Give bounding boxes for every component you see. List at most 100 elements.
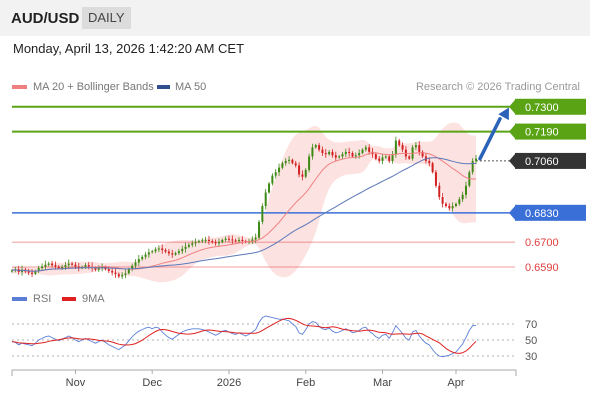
level-0-7190-tag-pointer [509,123,516,140]
level-0-7300-tag-pointer [509,98,516,115]
x-tick-label-0: Nov [66,377,86,389]
x-tick-label-1: Dec [142,377,162,389]
candle-body [137,259,140,263]
candle-body [278,167,281,173]
candle-body [194,242,197,244]
candle-body [34,271,37,274]
candle-body [341,154,344,157]
rsi-tick-30: 30 [525,351,537,363]
candle-body [331,151,334,156]
candle-body [461,194,464,200]
candle-body [144,254,147,257]
candle-body [197,241,200,243]
rsi-panel: 70 50 30 [11,315,537,363]
ma20-line [11,152,476,272]
candle-body [388,156,391,161]
chart-header: AUD/USD DAILY [0,0,590,36]
candle-body [438,185,441,198]
x-axis: Nov Dec 2026 Feb Mar Apr [11,369,517,389]
candle-body [311,147,314,157]
rsi-tick-50: 50 [525,335,537,347]
candle-body [161,248,164,251]
candle-body [217,242,220,244]
candle-body [368,147,371,152]
candle-body [134,262,137,266]
candle-body [464,185,467,195]
candle-body [451,206,454,209]
level-0-7060-tag [515,152,586,169]
price-tags: 0.7300 0.7190 0.7060 0.6830 0.6700 0.6590 [509,98,586,274]
bollinger-bands [12,122,476,283]
candle-body [324,153,327,155]
candle-body [37,268,40,272]
x-tick-label-5: Apr [447,377,464,389]
candle-body [57,266,60,269]
candle-body [444,203,447,207]
candle-body [184,246,187,249]
candle-body [171,253,174,255]
candle-body [314,145,317,148]
candle-body [414,145,417,148]
candle-body [334,155,337,158]
candle-body [124,273,127,275]
candle-body [474,158,478,161]
candle-body [204,239,207,241]
source-credit: Research © 2026 Trading Central [416,81,580,93]
candle-body [378,158,381,161]
candle-body [31,272,34,274]
candle-body [147,252,150,255]
bollinger-band-area [12,122,476,283]
candle-body [251,239,254,242]
candle-body [221,239,224,243]
candle-body [384,156,387,158]
candle-body [328,151,331,155]
candle-body [44,264,47,267]
candle-body [318,145,321,150]
candle-body [114,272,117,275]
candle-body [338,156,341,158]
candle-body [268,183,271,193]
legend-ma20-label: MA 20 + Bollinger Bands [33,81,154,93]
candle-body [164,250,167,252]
legend-rsi-ma-label: 9MA [82,293,105,305]
candle-body [298,165,301,175]
period-button[interactable]: DAILY [82,7,131,29]
candle-body [348,151,351,154]
candle-body [301,174,304,177]
candle-body [41,266,44,269]
candle-body [214,242,217,244]
candle-body [157,248,160,250]
candle-body [374,154,377,159]
candle-body [354,155,357,157]
level-0-6700-label: 0.6700 [525,237,559,249]
level-0-7060-label: 0.7060 [525,156,559,168]
candle-body [201,240,204,242]
candle-body [434,172,437,186]
legend-ma50-label: MA 50 [175,81,206,93]
candle-body [358,153,361,156]
candle-body [77,266,80,269]
candle-body [174,252,177,255]
level-0-7300-label: 0.7300 [525,102,559,114]
candle-body [177,251,180,253]
symbol-label: AUD/USD [11,10,80,27]
candle-body [308,156,311,170]
candle-body [234,240,237,242]
level-0-6830-tag-pointer [509,204,516,221]
candle-body [191,243,194,245]
candle-body [67,263,70,266]
candle-body [294,163,297,166]
price-levels [12,105,515,268]
candle-body [121,274,124,277]
forecast-arrow-head [498,107,509,121]
x-tick-label-3: Feb [296,377,315,389]
candle-body [264,192,267,207]
level-0-7300-tag [515,98,586,115]
candle-body [241,239,244,242]
forecast-arrow-shaft [478,117,502,161]
candle-body [431,163,434,173]
candle-body [291,159,294,164]
candle-body [181,248,184,252]
candle-body [187,244,190,247]
